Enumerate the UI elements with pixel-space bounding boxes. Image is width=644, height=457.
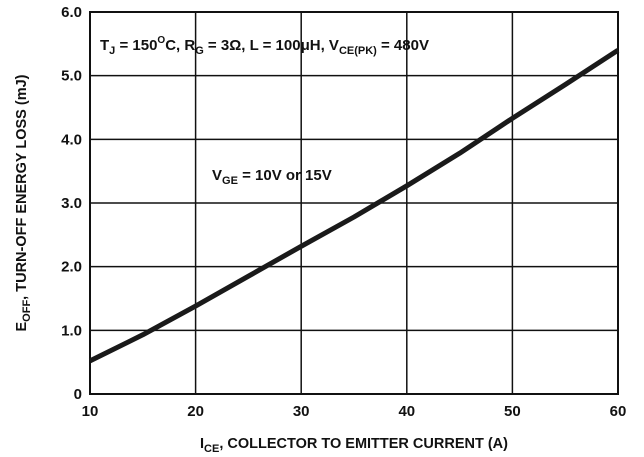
y-tick-labels: 0 1.0 2.0 3.0 4.0 5.0 6.0 <box>61 4 82 403</box>
x-tick-label: 60 <box>610 403 627 420</box>
y-tick-label: 4.0 <box>61 131 82 148</box>
y-tick-label: 2.0 <box>61 259 82 276</box>
energy-loss-series-line <box>88 48 620 364</box>
y-axis-title: EOFF, TURN-OFF ENERGY LOSS (mJ) <box>14 74 33 331</box>
x-tick-label: 10 <box>82 403 99 420</box>
conditions-annotation: TJ = 150OC, RG = 3Ω, L = 100μH, VCE(PK) … <box>100 35 429 57</box>
series-layer <box>88 48 620 364</box>
y-tick-label: 6.0 <box>61 4 82 21</box>
plot-frame <box>89 11 619 395</box>
x-tick-labels: 10 20 30 40 50 60 <box>82 403 627 420</box>
y-tick-label: 1.0 <box>61 322 82 339</box>
x-tick-label: 30 <box>293 403 310 420</box>
x-tick-label: 40 <box>398 403 415 420</box>
x-tick-label: 50 <box>504 403 521 420</box>
x-tick-label: 20 <box>187 403 204 420</box>
y-tick-label: 0 <box>74 386 82 403</box>
y-tick-label: 3.0 <box>61 195 82 212</box>
grid <box>89 11 619 395</box>
x-axis-title: ICE, COLLECTOR TO EMITTER CURRENT (A) <box>200 436 508 455</box>
vge-annotation: VGE = 10V or 15V <box>212 167 332 187</box>
y-tick-label: 5.0 <box>61 68 82 85</box>
